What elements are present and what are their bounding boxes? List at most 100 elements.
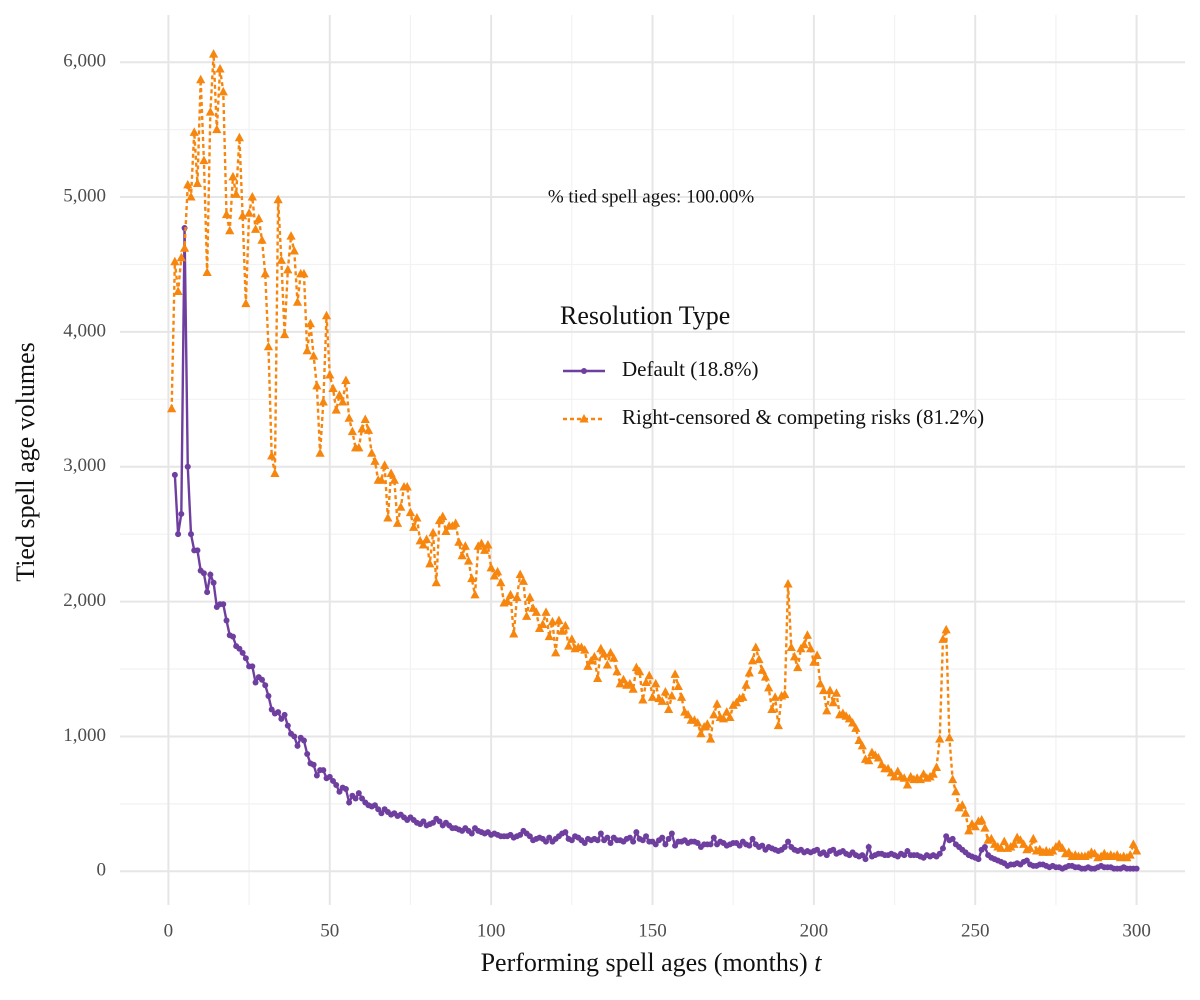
point bbox=[375, 806, 382, 813]
point bbox=[228, 171, 238, 181]
point bbox=[259, 676, 265, 683]
point bbox=[783, 579, 793, 588]
point bbox=[178, 510, 185, 517]
point bbox=[668, 830, 675, 837]
data-layer bbox=[167, 49, 1142, 872]
point bbox=[557, 626, 567, 635]
point bbox=[1133, 865, 1140, 872]
point bbox=[957, 800, 967, 809]
point bbox=[525, 592, 535, 602]
point bbox=[189, 127, 199, 136]
point bbox=[780, 689, 790, 699]
point bbox=[770, 692, 780, 701]
point bbox=[628, 684, 638, 693]
point bbox=[302, 345, 312, 355]
point bbox=[451, 518, 461, 527]
point bbox=[333, 781, 340, 788]
point bbox=[902, 779, 913, 789]
y-axis-title: Tied spell age volumes bbox=[11, 342, 40, 582]
x-axis-title: Performing spell ages (months) t bbox=[481, 948, 823, 977]
point bbox=[396, 502, 406, 511]
point bbox=[1019, 839, 1029, 848]
point bbox=[746, 842, 753, 849]
point bbox=[594, 837, 601, 844]
legend: Resolution Type Default (18.8%) Right-cen… bbox=[560, 301, 984, 429]
point bbox=[218, 86, 228, 96]
point bbox=[996, 843, 1006, 852]
point bbox=[712, 699, 722, 708]
point bbox=[531, 607, 541, 616]
point bbox=[604, 834, 611, 841]
point bbox=[231, 189, 241, 198]
point bbox=[431, 577, 441, 587]
point bbox=[1131, 846, 1142, 855]
point bbox=[1023, 857, 1030, 864]
point bbox=[696, 728, 706, 738]
point bbox=[672, 842, 679, 849]
point bbox=[171, 471, 178, 478]
point bbox=[626, 834, 633, 841]
x-tick-label: 300 bbox=[1122, 920, 1151, 941]
point bbox=[167, 403, 177, 413]
point bbox=[751, 642, 761, 651]
point bbox=[283, 264, 293, 274]
point bbox=[1025, 843, 1035, 852]
point bbox=[970, 821, 980, 831]
point bbox=[673, 681, 683, 691]
point bbox=[402, 481, 412, 491]
legend-marker bbox=[579, 414, 589, 423]
point bbox=[589, 651, 600, 661]
point bbox=[244, 208, 254, 217]
point bbox=[865, 844, 872, 851]
point bbox=[710, 834, 717, 841]
point bbox=[1009, 839, 1019, 848]
point bbox=[299, 268, 309, 278]
legend-title: Resolution Type bbox=[560, 301, 730, 330]
point bbox=[828, 697, 838, 707]
point bbox=[562, 829, 569, 836]
point bbox=[360, 414, 370, 424]
point bbox=[641, 677, 651, 686]
point bbox=[276, 255, 286, 264]
point bbox=[538, 619, 548, 629]
point bbox=[313, 772, 320, 779]
point bbox=[964, 825, 974, 835]
point bbox=[170, 256, 180, 266]
point bbox=[563, 641, 574, 650]
point bbox=[948, 774, 958, 784]
point bbox=[722, 707, 732, 716]
point bbox=[250, 224, 261, 233]
point bbox=[602, 659, 612, 669]
point bbox=[194, 547, 201, 554]
y-tick-label: 1,000 bbox=[63, 725, 106, 746]
point bbox=[975, 856, 982, 863]
point bbox=[292, 297, 303, 306]
point bbox=[936, 850, 943, 857]
point bbox=[1125, 850, 1135, 859]
point bbox=[980, 823, 990, 832]
point bbox=[275, 709, 282, 716]
point bbox=[889, 771, 900, 781]
y-tick-label: 4,000 bbox=[63, 320, 106, 341]
y-tick-label: 2,000 bbox=[63, 590, 106, 611]
point bbox=[242, 655, 249, 662]
point bbox=[644, 670, 654, 680]
point bbox=[196, 74, 206, 84]
point bbox=[854, 735, 864, 744]
point bbox=[515, 569, 525, 579]
point bbox=[200, 570, 207, 577]
point bbox=[463, 556, 474, 565]
point bbox=[825, 685, 835, 695]
point bbox=[418, 539, 428, 549]
point bbox=[260, 268, 270, 278]
point bbox=[262, 682, 269, 689]
point bbox=[581, 839, 588, 846]
point bbox=[747, 655, 758, 665]
point bbox=[273, 194, 283, 204]
point bbox=[428, 527, 438, 537]
point bbox=[806, 643, 816, 653]
point bbox=[781, 844, 788, 851]
y-tick-label: 5,000 bbox=[63, 185, 106, 206]
point bbox=[873, 753, 884, 762]
point bbox=[279, 329, 290, 339]
